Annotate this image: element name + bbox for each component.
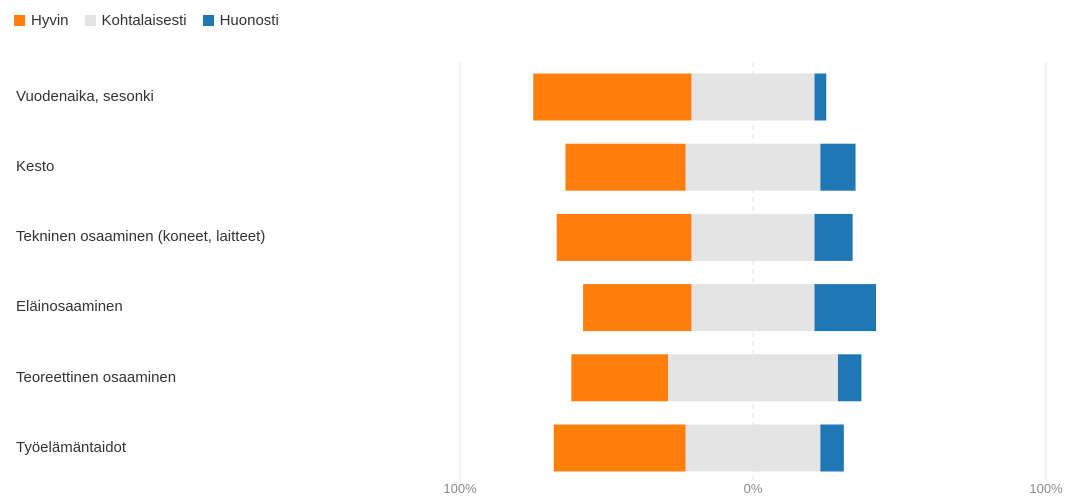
legend-label-huonosti: Huonosti <box>219 11 279 29</box>
category-label: Eläinosaaminen <box>16 298 123 315</box>
bar-hyvin[interactable] <box>533 73 692 121</box>
bar-hyvin[interactable] <box>556 213 692 261</box>
bar-huonosti[interactable] <box>814 284 877 332</box>
category-label: Vuodenaika, sesonki <box>16 88 154 105</box>
bar-kohtalaisesti[interactable] <box>691 73 815 121</box>
legend-item-hyvin[interactable]: Hyvin <box>14 12 69 29</box>
bars <box>533 73 877 472</box>
bar-huonosti[interactable] <box>837 354 862 402</box>
legend-swatch-hyvin <box>14 14 25 26</box>
legend-label-hyvin: Hyvin <box>31 11 69 29</box>
bar-hyvin[interactable] <box>583 284 692 332</box>
category-label: Kesto <box>16 158 55 175</box>
category-label: Teoreettinen osaaminen <box>16 369 177 386</box>
category-label: Työelämäntaidot <box>16 439 127 456</box>
bar-hyvin[interactable] <box>571 354 669 402</box>
bar-kohtalaisesti[interactable] <box>691 284 815 332</box>
bar-huonosti[interactable] <box>814 213 853 261</box>
legend-label-kohtalaisesti: Kohtalaisesti <box>101 11 187 29</box>
legend-item-huonosti[interactable]: Huonosti <box>202 11 279 29</box>
category-label: Tekninen osaaminen (koneet, laitteet) <box>16 228 266 245</box>
gridlines <box>459 62 1047 480</box>
legend-swatch-huonosti <box>202 14 214 26</box>
x-tick-label: 100% <box>1029 481 1063 496</box>
x-tick-label: 100% <box>443 481 477 496</box>
bar-kohtalaisesti[interactable] <box>691 213 815 261</box>
bar-kohtalaisesti[interactable] <box>668 354 838 402</box>
bar-kohtalaisesti[interactable] <box>685 143 821 191</box>
bar-hyvin[interactable] <box>553 424 686 472</box>
legend: Hyvin Kohtalaisesti Huonosti <box>14 9 295 31</box>
x-tick-label: 0% <box>743 481 763 496</box>
bar-huonosti[interactable] <box>820 143 856 191</box>
bar-huonosti[interactable] <box>814 73 827 121</box>
bar-kohtalaisesti[interactable] <box>685 424 821 472</box>
legend-item-kohtalaisesti[interactable]: Kohtalaisesti <box>84 11 187 29</box>
legend-swatch-kohtalaisesti <box>84 14 96 26</box>
bar-huonosti[interactable] <box>820 424 844 472</box>
bar-hyvin[interactable] <box>565 143 686 191</box>
